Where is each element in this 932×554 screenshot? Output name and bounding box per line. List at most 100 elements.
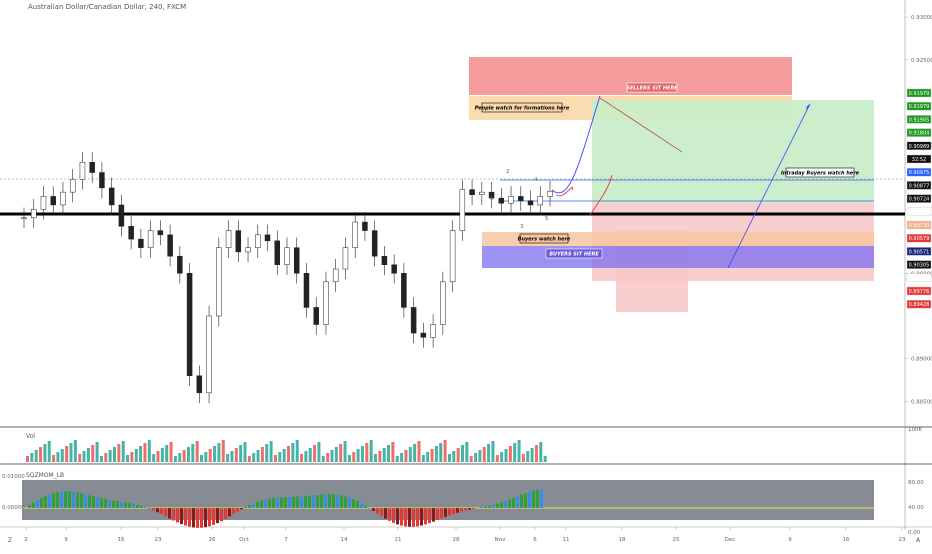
candle-body [538, 196, 543, 205]
candle-body [187, 273, 192, 375]
momentum-bar [128, 503, 131, 508]
volume-bar [317, 442, 320, 462]
momentum-bar [60, 491, 63, 508]
candle-body [421, 333, 426, 337]
price-badge-label: 0.90989 [909, 144, 930, 150]
formations-label: People watch for formations here [475, 106, 570, 112]
volume-bar [335, 447, 338, 462]
momentum-bar [344, 496, 347, 508]
momentum-bar [444, 508, 447, 517]
momentum-pane-label: SQZMOM_LB [26, 472, 64, 479]
price-badge: 0.89776 [907, 287, 931, 295]
momentum-bar [432, 508, 435, 522]
volume-bar [52, 455, 55, 462]
volume-bar [196, 441, 199, 462]
candle-body [499, 198, 504, 203]
volume-bar [126, 455, 129, 462]
volume-bar [200, 455, 203, 462]
momentum-bar [264, 499, 267, 508]
volume-bar [339, 444, 342, 462]
momentum-bar [208, 508, 211, 526]
volume-bar [387, 445, 390, 462]
volume-bar [65, 446, 68, 462]
volume-bar [483, 447, 486, 462]
volume-bar [370, 440, 373, 462]
price-badge-label: 0.90720 [909, 223, 930, 229]
volume-bar [448, 454, 451, 462]
price-badge: 0.90579 [907, 234, 931, 242]
candle-body [460, 190, 465, 231]
time-tick-label: 11 [563, 537, 570, 543]
volume-bar [217, 443, 220, 462]
volume-bar [452, 451, 455, 462]
volume-bar [183, 450, 186, 462]
price-badge: 0.90877 [907, 181, 931, 189]
candle-body [275, 241, 280, 265]
momentum-bar [120, 502, 123, 508]
wave-label: 5 [545, 216, 549, 222]
momentum-bar [64, 491, 67, 508]
buyers-watch-label: Buyers watch here [518, 237, 571, 243]
volume-bar [265, 444, 268, 462]
momentum-bar [392, 508, 395, 523]
volume-bar [122, 441, 125, 462]
candle-body [246, 248, 251, 252]
price-badge: 0.90719 [907, 208, 931, 216]
volume-bar [296, 440, 299, 462]
candle-body [509, 196, 514, 203]
candle-body [99, 173, 104, 188]
volume-bar [357, 449, 360, 462]
volume-bar [413, 444, 416, 462]
price-tick-label: 0.92500 [911, 58, 932, 64]
volume-bar [143, 443, 146, 462]
volume-bar [96, 442, 99, 462]
volume-bar [304, 451, 307, 462]
momentum-bar [408, 508, 411, 527]
volume-bar [148, 440, 151, 462]
volume-bar [400, 453, 403, 462]
volume-bar [361, 446, 364, 462]
time-tick-label: 6 [533, 537, 537, 543]
momentum-bar [528, 492, 531, 508]
momentum-bar [316, 495, 319, 508]
volume-bar [378, 451, 381, 462]
momentum-bar [184, 508, 187, 526]
momentum-bar [204, 508, 207, 527]
momentum-bar [328, 494, 331, 508]
momentum-bar [348, 497, 351, 508]
volume-bar [252, 453, 255, 462]
momentum-bar [420, 508, 423, 525]
candle-body [294, 248, 299, 274]
long-target-zone [592, 100, 874, 203]
momentum-bar [80, 493, 83, 508]
wave-label: 4 [534, 177, 538, 183]
momentum-bar [260, 500, 263, 508]
momentum-bar [500, 502, 503, 508]
volume-bar [113, 447, 116, 462]
candle-body [323, 282, 328, 325]
momentum-bar [72, 492, 75, 508]
volume-bar [418, 441, 421, 462]
time-tick-label: Oct [239, 537, 249, 543]
time-tick-label: 25 [673, 537, 680, 543]
chart-title: Australian Dollar/Canadian Dollar, 240, … [28, 3, 186, 11]
candle-body [236, 231, 241, 252]
volume-bar [391, 442, 394, 462]
momentum-bar [88, 495, 91, 508]
momentum-bar [372, 508, 375, 511]
momentum-bar [136, 505, 139, 508]
volume-bar [230, 451, 233, 462]
candle-body [207, 316, 212, 393]
volume-bar [170, 442, 173, 462]
momentum-bar [160, 508, 163, 514]
price-badge-label: 0.89779 [909, 276, 930, 282]
momentum-bar [92, 496, 95, 508]
momentum-bar [492, 505, 495, 508]
candle-body [51, 196, 56, 205]
candle-body [168, 235, 173, 256]
momentum-bar [220, 508, 223, 521]
candle-body [119, 205, 124, 226]
price-badge: 0.91979 [907, 102, 931, 110]
